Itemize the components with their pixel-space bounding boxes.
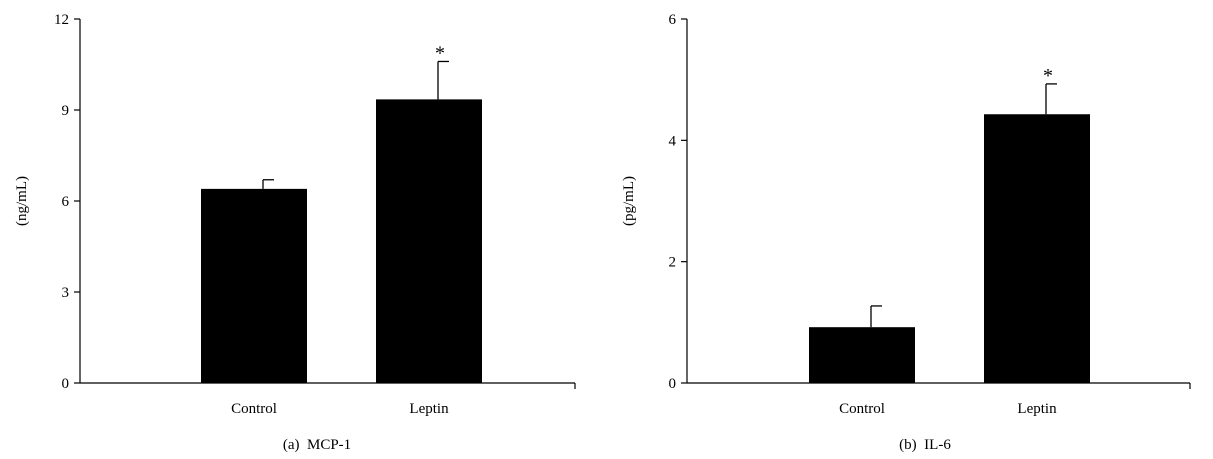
chart-panel-b: (pg/mL) (b) IL-6 0 2 4 6 Control * Leptin (621, 12, 1191, 453)
chart-panel-a: (ng/mL) (a) MCP-1 0 3 6 9 12 Control * Leptin (14, 12, 576, 453)
y-tick-label: 3 (62, 285, 70, 301)
y-tick-label: 12 (54, 12, 69, 28)
y-tick-label: 0 (62, 376, 70, 392)
bar-leptin (984, 114, 1090, 383)
x-category-label: Leptin (1017, 401, 1057, 417)
x-category-label: Leptin (409, 401, 449, 417)
x-category-label: Control (231, 401, 277, 417)
y-tick-label: 6 (669, 12, 677, 28)
significance-marker: * (1043, 65, 1053, 87)
chart-caption: (a) MCP-1 (283, 437, 351, 453)
y-tick-label: 9 (62, 103, 70, 119)
y-tick-label: 4 (669, 133, 677, 149)
y-axis-label: (ng/mL) (14, 176, 30, 226)
y-tick-label: 2 (669, 255, 677, 271)
bar-leptin (376, 99, 482, 383)
y-tick-label: 0 (669, 376, 677, 392)
chart-caption: (b) IL-6 (899, 437, 951, 453)
bar-control (201, 188, 307, 383)
y-tick-label: 6 (62, 194, 70, 210)
x-category-label: Control (839, 401, 885, 417)
significance-marker: * (435, 42, 445, 64)
y-axis-label: (pg/mL) (621, 176, 637, 226)
bar-control (809, 327, 915, 383)
